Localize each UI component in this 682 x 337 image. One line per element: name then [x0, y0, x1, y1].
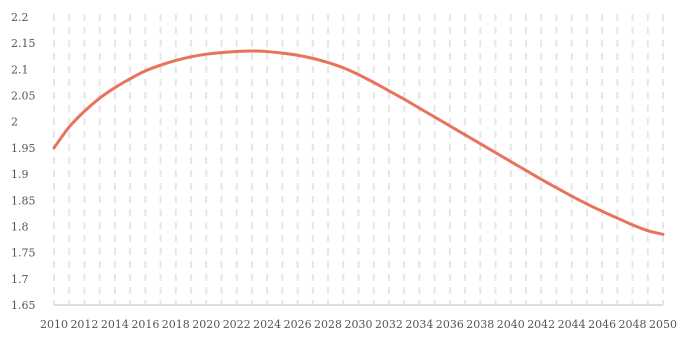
x-tick-label: 2028: [314, 318, 342, 331]
x-tick-label: 2030: [345, 318, 373, 331]
y-tick-label: 1.8: [11, 220, 29, 233]
x-axis-ticks: 2010 2012 2014 2016 2018 2020 2022 2024 2026 2028…: [40, 318, 677, 331]
x-tick-label: 2044: [558, 318, 586, 331]
x-tick-label: 2020: [192, 318, 220, 331]
x-tick-label: 2022: [223, 318, 251, 331]
x-tick-label: 2010: [40, 318, 68, 331]
y-tick-label: 1.75: [11, 247, 36, 260]
y-tick-label: 2.1: [11, 63, 29, 76]
x-tick-label: 2018: [162, 318, 190, 331]
y-axis-ticks: 1.65 1.7 1.75 1.8 1.85 1.9 1.95 2 2.05 2.1 2.15 2.2: [11, 11, 36, 312]
x-tick-label: 2034: [405, 318, 433, 331]
x-tick-label: 2038: [466, 318, 494, 331]
y-tick-label: 1.9: [11, 168, 29, 181]
y-tick-label: 2.2: [11, 11, 29, 24]
y-tick-label: 2: [11, 116, 18, 129]
x-tick-label: 2042: [527, 318, 555, 331]
x-tick-label: 2014: [101, 318, 129, 331]
x-tick-label: 2016: [131, 318, 159, 331]
x-tick-label: 2032: [375, 318, 403, 331]
y-tick-label: 1.95: [11, 142, 36, 155]
x-tick-label: 2050: [649, 318, 677, 331]
x-tick-label: 2048: [619, 318, 647, 331]
y-tick-label: 1.65: [11, 299, 36, 312]
grid: [53, 14, 664, 305]
series-line: [52, 49, 665, 236]
y-tick-label: 1.7: [11, 273, 29, 286]
y-tick-label: 2.05: [11, 90, 36, 103]
x-tick-label: 2026: [284, 318, 312, 331]
x-tick-label: 2040: [497, 318, 525, 331]
x-tick-label: 2012: [70, 318, 98, 331]
y-tick-label: 1.85: [11, 194, 36, 207]
x-tick-label: 2024: [253, 318, 281, 331]
x-tick-label: 2036: [436, 318, 464, 331]
x-tick-label: 2046: [588, 318, 616, 331]
y-tick-label: 2.15: [11, 37, 36, 50]
